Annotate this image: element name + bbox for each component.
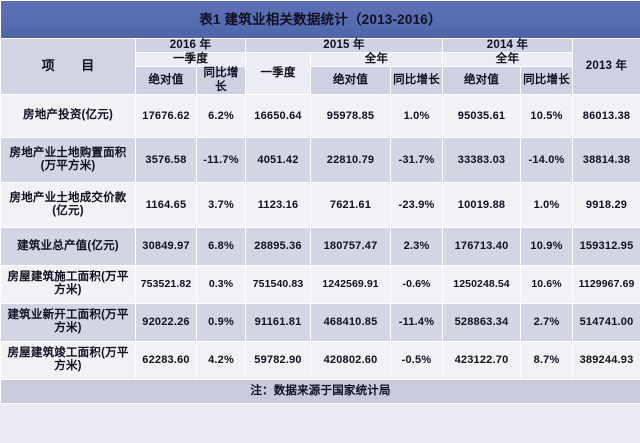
row-cell: 86013.38: [571, 93, 640, 138]
table-row: 房地产业土地购置面积(万平方米) 3576.58 -11.7% 4051.42 …: [0, 136, 640, 183]
row-cell: -0.6%: [390, 264, 443, 304]
table-row: 建筑业总产值(亿元) 30849.97 6.8% 28895.36 180757…: [0, 226, 640, 266]
header-item-label: 项 目: [0, 38, 136, 95]
header-period-2015-q1: 一季度: [245, 52, 311, 95]
row-cell: 62283.60: [135, 340, 197, 380]
row-label: 房地产业土地购置面积(万平方米): [0, 136, 136, 183]
header-row-years: 项 目 2016 年 2015 年 2014 年 2013 年: [0, 37, 640, 95]
row-cell: 59782.90: [245, 340, 311, 380]
row-cell: 28895.36: [245, 226, 311, 266]
row-cell: -0.5%: [390, 340, 443, 380]
header-measure-2016-abs: 绝对值: [135, 66, 197, 95]
row-cell: 95978.85: [310, 93, 391, 138]
row-cell: 159312.95: [571, 226, 640, 266]
row-label: 房地产业土地成交价款(亿元): [0, 181, 136, 228]
table-row: 建筑业新开工面积(万平方米) 92022.26 0.9% 91161.81 46…: [0, 302, 640, 342]
row-cell: 17676.62: [135, 93, 197, 138]
row-cell: 514741.00: [571, 302, 640, 342]
row-cell: 6.8%: [196, 226, 246, 266]
row-cell: 6.2%: [196, 93, 246, 138]
row-label: 房屋建筑竣工面积(万平方米): [0, 340, 136, 380]
row-cell: 2.7%: [520, 302, 573, 342]
row-cell: -23.9%: [390, 181, 443, 228]
row-cell: 33383.03: [442, 136, 521, 183]
row-cell: 1242569.91: [310, 264, 391, 304]
table-title-row: 表1 建筑业相关数据统计（2013-2016）: [0, 0, 640, 39]
header-year-2013: 2013 年: [571, 38, 640, 95]
row-cell: 38814.38: [571, 136, 640, 183]
header-row-measures: 绝对值 同比增长 绝对值 同比增长 绝对值 同比增长: [1, 66, 640, 95]
row-cell: 10.5%: [520, 93, 573, 138]
table-footer-row: 注：数据来源于国家统计局: [0, 378, 640, 404]
table-row: 房地产业土地成交价款(亿元) 1164.65 3.7% 1123.16 7621…: [0, 181, 640, 228]
row-cell: 9918.29: [571, 181, 640, 228]
table-row: 房地产投资(亿元) 17676.62 6.2% 16650.64 95978.8…: [0, 93, 640, 138]
row-cell: -31.7%: [390, 136, 443, 183]
row-cell: 10.9%: [520, 226, 573, 266]
header-measure-2015-abs: 绝对值: [310, 66, 391, 95]
row-label: 建筑业总产值(亿元): [0, 226, 136, 266]
row-cell: 423122.70: [442, 340, 521, 380]
row-cell: 95035.61: [442, 93, 521, 138]
header-measure-2016-yoy: 同比增长: [196, 66, 246, 95]
row-cell: 1129967.69: [571, 264, 640, 304]
header-period-2015-full: 全年: [310, 52, 443, 68]
row-cell: 10019.88: [442, 181, 521, 228]
table-footer-note: 注：数据来源于国家统计局: [0, 378, 640, 404]
row-cell: 751540.83: [245, 264, 311, 304]
row-cell: 8.7%: [520, 340, 573, 380]
row-cell: 10.6%: [520, 264, 573, 304]
row-label: 房屋建筑施工面积(万平方米): [0, 264, 136, 304]
header-measure-2014-yoy: 同比增长: [520, 66, 573, 95]
table-row: 房屋建筑竣工面积(万平方米) 62283.60 4.2% 59782.90 42…: [0, 340, 640, 380]
row-cell: 0.3%: [196, 264, 246, 304]
header-year-2015: 2015 年: [245, 37, 443, 54]
header-period-2014-full: 全年: [442, 52, 573, 68]
row-cell: 753521.82: [135, 264, 197, 304]
row-cell: 7621.61: [310, 181, 391, 228]
row-cell: 180757.47: [310, 226, 391, 266]
row-cell: 1.0%: [390, 93, 443, 138]
row-cell: 468410.85: [310, 302, 391, 342]
row-cell: 16650.64: [245, 93, 311, 138]
row-cell: 420802.60: [310, 340, 391, 380]
row-cell: -11.4%: [390, 302, 443, 342]
header-year-2014: 2014 年: [442, 37, 573, 54]
row-cell: 3.7%: [196, 181, 246, 228]
header-year-2016: 2016 年: [135, 37, 246, 54]
header-period-2016-q1: 一季度: [135, 52, 246, 68]
row-cell: 30849.97: [135, 226, 197, 266]
row-cell: 1250248.54: [442, 264, 521, 304]
statistics-table: 表1 建筑业相关数据统计（2013-2016） 项 目 2016 年 2015 …: [0, 0, 640, 404]
row-cell: 91161.81: [245, 302, 311, 342]
row-cell: 528863.34: [442, 302, 521, 342]
row-cell: 389244.93: [571, 340, 640, 380]
row-label: 房地产投资(亿元): [0, 93, 136, 138]
row-cell: 1123.16: [245, 181, 311, 228]
row-cell: 1.0%: [520, 181, 573, 228]
row-cell: 176713.40: [442, 226, 521, 266]
row-cell: 4.2%: [196, 340, 246, 380]
table-row: 房屋建筑施工面积(万平方米) 753521.82 0.3% 751540.83 …: [0, 264, 640, 304]
row-cell: 1164.65: [135, 181, 197, 228]
row-cell: -11.7%: [196, 136, 246, 183]
row-cell: 2.3%: [390, 226, 443, 266]
row-cell: 4051.42: [245, 136, 311, 183]
row-cell: 3576.58: [135, 136, 197, 183]
header-measure-2015-yoy: 同比增长: [390, 66, 443, 95]
row-cell: -14.0%: [520, 136, 573, 183]
row-cell: 0.9%: [196, 302, 246, 342]
row-cell: 92022.26: [135, 302, 197, 342]
table-title: 表1 建筑业相关数据统计（2013-2016）: [0, 0, 640, 39]
header-row-periods: 一季度 一季度 全年 全年: [1, 52, 640, 95]
row-cell: 22810.79: [310, 136, 391, 183]
header-measure-2014-abs: 绝对值: [442, 66, 521, 95]
row-label: 建筑业新开工面积(万平方米): [0, 302, 136, 342]
